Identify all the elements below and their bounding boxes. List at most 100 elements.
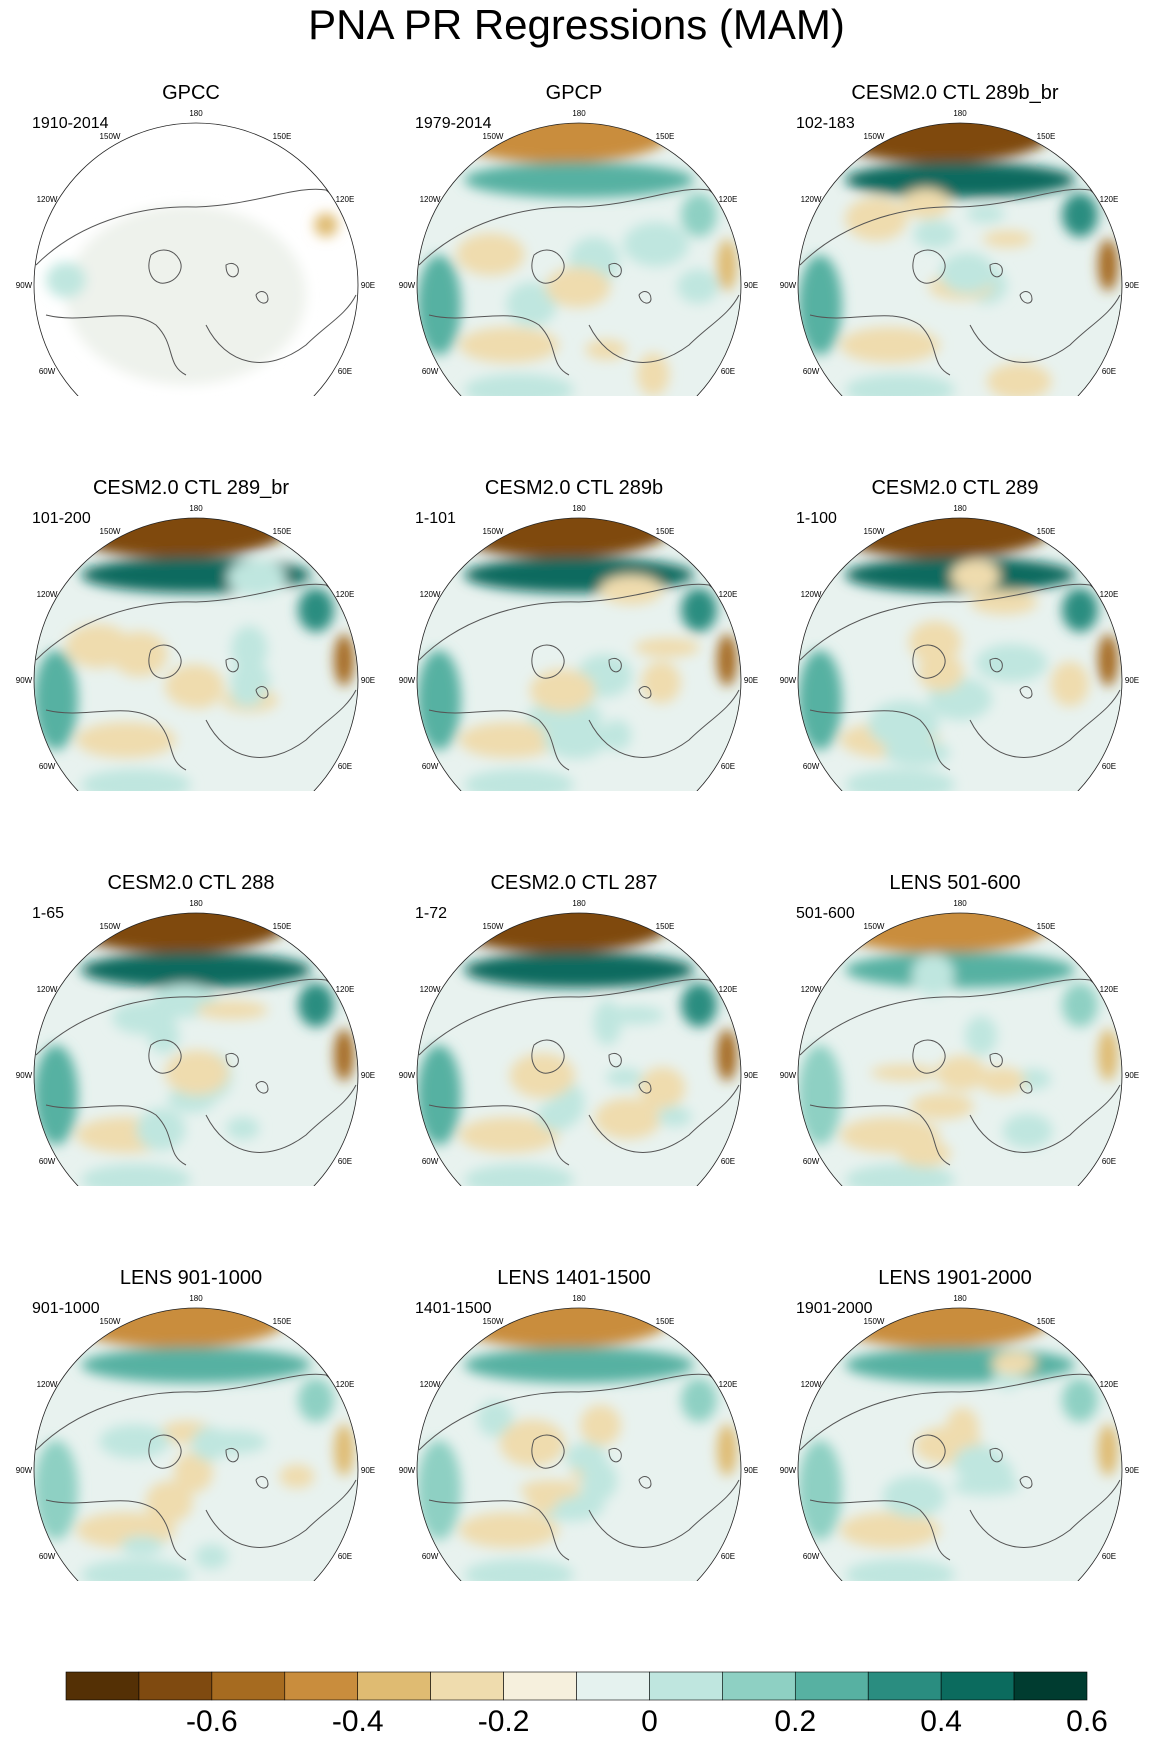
longitude-label: 60E (721, 1157, 735, 1166)
longitude-label: 60W (803, 1552, 820, 1561)
panel-year-range: 501-600 (796, 905, 855, 922)
panel-year-range: 1-100 (796, 510, 837, 527)
polar-stereographic-map: 180150E120E90E60E30E030W60W90W120W150W (16, 1294, 375, 1581)
longitude-label: 60E (338, 1552, 352, 1561)
longitude-label: 120E (1100, 985, 1119, 994)
longitude-label: 150E (1037, 132, 1056, 141)
coastlines (799, 583, 1121, 771)
longitude-label: 180 (953, 109, 967, 118)
longitude-label: 120W (37, 1380, 58, 1389)
precip-anomaly-field (798, 913, 1118, 1186)
longitude-label: 150W (864, 527, 885, 536)
map-boundary (416, 1307, 742, 1581)
longitude-label: 60W (803, 367, 820, 376)
longitude-label: 120W (420, 195, 441, 204)
map-boundary (33, 1307, 359, 1581)
precip-anomaly-field (46, 205, 338, 385)
longitude-label: 180 (572, 899, 586, 908)
longitude-label: 60E (338, 1157, 352, 1166)
longitude-label: 90E (1125, 676, 1139, 685)
panel-title: CESM2.0 CTL 289 (871, 477, 1039, 499)
longitude-label: 60E (1102, 1552, 1116, 1561)
longitude-label: 90W (16, 1466, 33, 1475)
map-boundary (33, 122, 359, 396)
precip-anomaly-field (417, 123, 737, 396)
longitude-label: 150W (483, 132, 504, 141)
longitude-label: 150W (864, 132, 885, 141)
longitude-label: 90E (744, 1071, 758, 1080)
longitude-label: 60W (422, 367, 439, 376)
longitude-label: 60W (422, 762, 439, 771)
longitude-label: 60E (338, 762, 352, 771)
longitude-label: 90E (744, 676, 758, 685)
longitude-label: 60E (721, 762, 735, 771)
longitude-label: 90W (16, 1071, 33, 1080)
longitude-label: 90E (1125, 1071, 1139, 1080)
map-panel: LENS 901-1000180150E120E90E60E30E030W60W… (0, 1185, 382, 1581)
longitude-label: 120E (1100, 1380, 1119, 1389)
map-panel: CESM2.0 CTL 287180150E120E90E60E30E030W6… (383, 790, 765, 1186)
longitude-label: 180 (572, 1294, 586, 1303)
longitude-label: 180 (953, 1294, 967, 1303)
longitude-label: 90E (361, 1071, 375, 1080)
longitude-label: 90W (399, 676, 416, 685)
polar-stereographic-map: 180150E120E90E60E30E030W60W90W120W150W (780, 1294, 1139, 1581)
coastlines (799, 1373, 1121, 1561)
panel-year-range: 1979-2014 (415, 115, 492, 132)
longitude-label: 150W (100, 1317, 121, 1326)
longitude-label: 150W (100, 527, 121, 536)
polar-stereographic-map: 180150E120E90E60E30E030W60W90W120W150W (780, 899, 1139, 1186)
longitude-label: 150W (864, 1317, 885, 1326)
longitude-label: 150W (100, 132, 121, 141)
map-boundary (416, 517, 742, 791)
longitude-label: 60E (1102, 762, 1116, 771)
longitude-label: 90W (780, 676, 797, 685)
longitude-label: 120W (420, 590, 441, 599)
polar-stereographic-map: 180150E120E90E60E30E030W60W90W120W150W (399, 504, 758, 791)
panel-title: LENS 1901-2000 (878, 1267, 1032, 1289)
longitude-label: 60W (422, 1157, 439, 1166)
precip-anomaly-field (417, 1308, 737, 1581)
precip-anomaly-field (34, 518, 354, 791)
longitude-label: 60E (1102, 367, 1116, 376)
panel-year-range: 1401-1500 (415, 1300, 492, 1317)
coastlines (418, 978, 740, 1166)
longitude-label: 90W (16, 281, 33, 290)
longitude-label: 90W (16, 676, 33, 685)
longitude-label: 90W (399, 1466, 416, 1475)
panel-title: CESM2.0 CTL 289b (484, 477, 664, 499)
panel-title: LENS 501-600 (889, 872, 1021, 894)
longitude-label: 150E (656, 922, 675, 931)
coastlines (418, 583, 740, 771)
coastlines (799, 188, 1121, 376)
coastlines (418, 188, 740, 376)
longitude-label: 180 (189, 899, 203, 908)
map-panel: GPCC180150E120E90E60E30E030W60W90W120W15… (0, 0, 382, 396)
longitude-label: 90W (399, 281, 416, 290)
figure-title: PNA PR Regressions (MAM) (308, 1, 845, 48)
panel-year-range: 101-200 (32, 510, 91, 527)
polar-stereographic-map: 180150E120E90E60E30E030W60W90W120W150W (399, 1294, 758, 1581)
coastlines (35, 1373, 357, 1561)
coastlines (35, 188, 357, 376)
map-panel: CESM2.0 CTL 288180150E120E90E60E30E030W6… (0, 790, 382, 1186)
precip-anomaly-field (798, 123, 1118, 396)
coastlines (35, 583, 357, 771)
map-panel: CESM2.0 CTL 289_br180150E120E90E60E30E03… (0, 395, 382, 791)
coastlines (418, 1373, 740, 1561)
precip-anomaly-field (34, 913, 354, 1186)
panel-title: CESM2.0 CTL 288 (107, 872, 275, 894)
longitude-label: 120E (336, 195, 355, 204)
longitude-label: 90W (780, 1071, 797, 1080)
longitude-label: 120E (336, 985, 355, 994)
longitude-label: 60E (721, 367, 735, 376)
longitude-label: 150W (483, 922, 504, 931)
map-background (417, 913, 741, 1186)
longitude-label: 120W (801, 985, 822, 994)
precip-anomaly-field (798, 518, 1118, 791)
panel-title: LENS 1401-1500 (497, 1267, 651, 1289)
longitude-label: 150E (273, 527, 292, 536)
longitude-label: 120W (801, 195, 822, 204)
longitude-label: 120W (801, 590, 822, 599)
